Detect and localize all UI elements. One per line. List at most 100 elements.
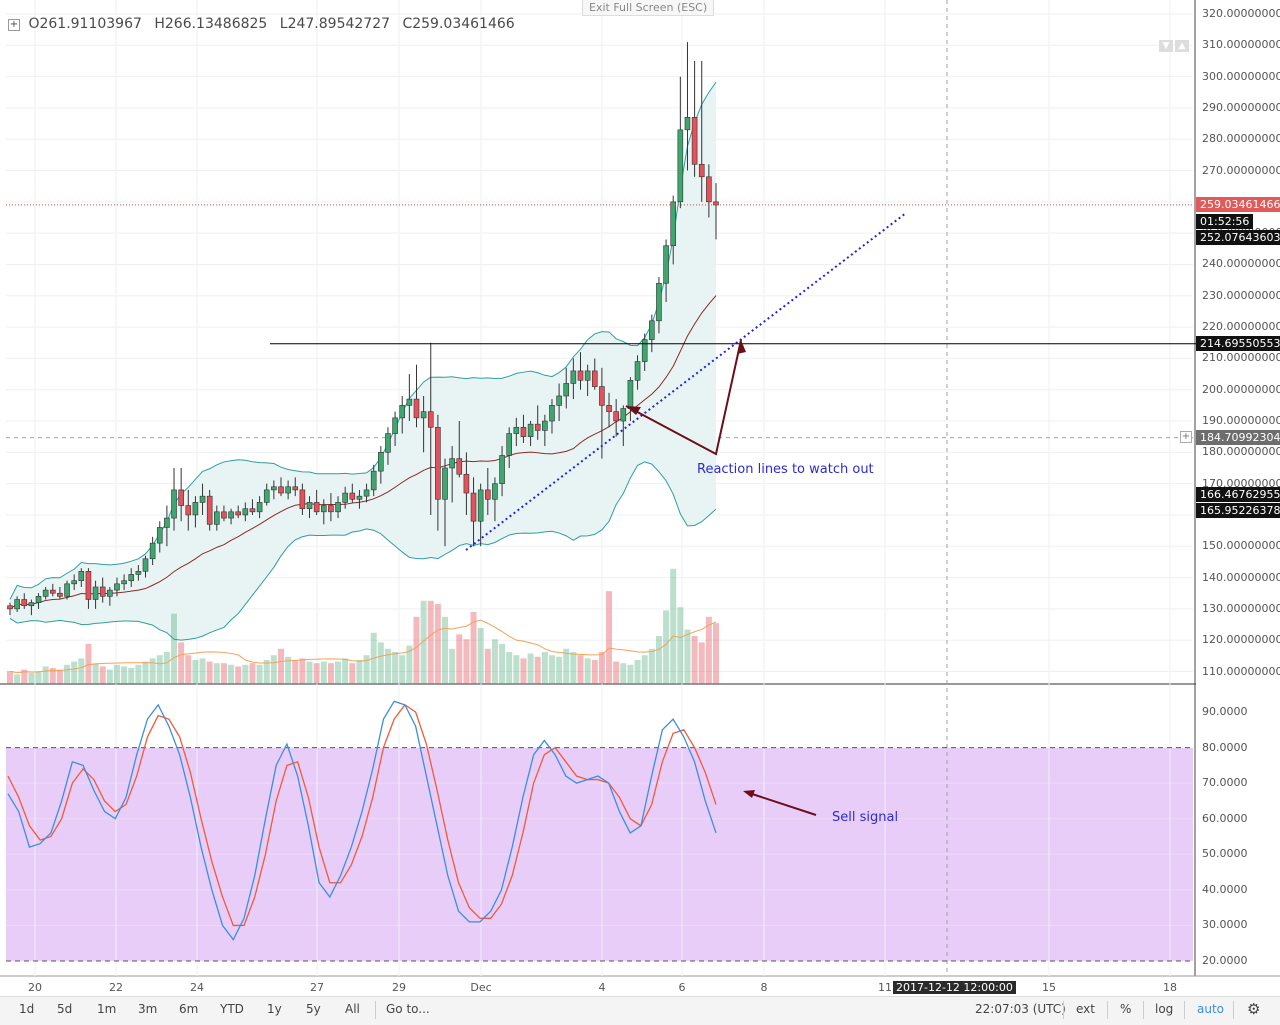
- candle-body: [235, 511, 242, 516]
- log-toggle[interactable]: log: [1155, 1002, 1174, 1016]
- candle-body: [570, 370, 577, 384]
- candle-body: [684, 117, 691, 131]
- price-tick-label: 120.00000000: [1202, 633, 1280, 647]
- volume-bar: [613, 661, 620, 684]
- timeframe-1d[interactable]: 1d: [19, 1002, 35, 1016]
- candle-body: [214, 511, 220, 525]
- price-tick-label: 200.00000000: [1202, 382, 1280, 396]
- volume-bar: [484, 648, 491, 684]
- gear-icon[interactable]: ⚙: [1247, 1000, 1261, 1018]
- timeframe-all[interactable]: All: [345, 1002, 360, 1016]
- volume-bar: [477, 628, 484, 684]
- toolbar-divider: [375, 1001, 376, 1019]
- add-alert-icon[interactable]: +: [1180, 431, 1192, 443]
- timeframe-ytd[interactable]: YTD: [220, 1002, 244, 1016]
- volume-bar: [106, 669, 113, 684]
- candle-body: [527, 423, 534, 437]
- candle-body: [42, 589, 49, 597]
- stoch-tick-label: 60.0000: [1202, 811, 1248, 825]
- timeframe-3m[interactable]: 3m: [138, 1002, 158, 1016]
- candle-body: [313, 502, 320, 513]
- time-tick-label: 8: [760, 981, 768, 994]
- bollinger-fill: [10, 82, 716, 641]
- volume-bar: [548, 655, 555, 684]
- timeframe-5y[interactable]: 5y: [306, 1002, 321, 1016]
- annotation-reaction-lines: Reaction lines to watch out: [697, 462, 874, 477]
- volume-bar: [99, 666, 106, 684]
- candle-body: [342, 492, 348, 503]
- price-tag: 01:52:56: [1196, 214, 1254, 229]
- candle-body: [392, 417, 398, 434]
- candle-body: [470, 492, 477, 522]
- candle-body: [249, 508, 256, 513]
- annotation-sell-signal: Sell signal: [832, 810, 899, 825]
- candle-body: [99, 586, 106, 597]
- candle-body: [135, 571, 142, 575]
- volume-bar: [534, 656, 541, 684]
- price-tag: 252.07643603: [1196, 230, 1280, 245]
- timeframe-1m[interactable]: 1m: [97, 1002, 117, 1016]
- scroll-arrows[interactable]: ▼ ▲: [1157, 33, 1189, 52]
- candle-body: [292, 486, 299, 491]
- arrow-down-icon[interactable]: ▼: [1159, 40, 1173, 52]
- toolbar-divider: [1063, 1001, 1064, 1019]
- time-tick-label: Dec: [470, 981, 492, 994]
- candle-body: [192, 502, 199, 516]
- volume-bar: [263, 660, 270, 684]
- goto-button[interactable]: Go to...: [386, 1002, 430, 1016]
- ohlc-close: C259.03461466: [402, 16, 515, 32]
- candle-body: [114, 583, 120, 591]
- bottom-toolbar: 1d 5d 1m 3m 6m YTD 1y 5y All Go to... 22…: [0, 996, 1280, 1025]
- volume-bar: [35, 671, 42, 684]
- volume-bar: [220, 663, 227, 684]
- candle-body: [278, 486, 284, 494]
- price-tag: 259.03461466: [1196, 197, 1280, 212]
- volume-bar: [406, 645, 413, 684]
- percent-toggle[interactable]: %: [1120, 1002, 1132, 1016]
- ohlc-high: H266.13486825: [154, 16, 268, 32]
- price-tag: 165.95226378: [1196, 503, 1280, 518]
- candle-body: [156, 527, 163, 544]
- price-tick-label: 310.00000000: [1202, 38, 1280, 52]
- price-tick-label: 240.00000000: [1202, 257, 1280, 271]
- candle-body: [14, 599, 20, 610]
- candle-body: [420, 411, 427, 419]
- candle-body: [85, 571, 92, 600]
- stoch-tick-label: 70.0000: [1202, 776, 1248, 790]
- time-tick-label: 18: [1163, 981, 1177, 994]
- stoch-band-fill: [6, 747, 1193, 961]
- ext-toggle[interactable]: ext: [1076, 1002, 1095, 1016]
- price-tick-label: 320.00000000: [1202, 7, 1280, 20]
- stochastic-k-line: [7, 700, 717, 941]
- expand-icon[interactable]: +: [8, 19, 20, 31]
- volume-bar: [135, 664, 142, 684]
- volume-bar: [71, 661, 78, 684]
- volume-bar: [28, 672, 35, 684]
- volume-bar: [713, 623, 719, 684]
- timeframe-6m[interactable]: 6m: [179, 1002, 199, 1016]
- ohlc-open: O261.91103967: [28, 16, 142, 32]
- candle-body: [406, 398, 413, 406]
- candle-body: [385, 433, 391, 453]
- candle-body: [228, 511, 234, 519]
- timeframe-5d[interactable]: 5d: [57, 1002, 73, 1016]
- stoch-tick-label: 50.0000: [1202, 847, 1248, 861]
- volume-bar: [7, 671, 13, 684]
- bollinger-upper: [9, 81, 717, 600]
- exit-fullscreen-button[interactable]: Exit Full Screen (ESC): [582, 0, 715, 16]
- candle-body: [442, 467, 448, 500]
- candle-body: [641, 339, 648, 362]
- candle-body: [577, 370, 584, 381]
- volume-bar: [663, 610, 670, 684]
- volume-bar: [113, 664, 120, 684]
- timeframe-1y[interactable]: 1y: [267, 1002, 282, 1016]
- price-tick-label: 270.00000000: [1202, 163, 1280, 177]
- time-tick-label: 6: [678, 981, 686, 994]
- arrow-up-icon[interactable]: ▲: [1175, 40, 1189, 52]
- trend-line: [465, 212, 907, 551]
- candle-body: [92, 586, 99, 600]
- price-tag: 166.46762955: [1196, 487, 1280, 502]
- auto-toggle[interactable]: auto: [1197, 1002, 1225, 1016]
- price-tag: 184.70992304: [1196, 430, 1280, 445]
